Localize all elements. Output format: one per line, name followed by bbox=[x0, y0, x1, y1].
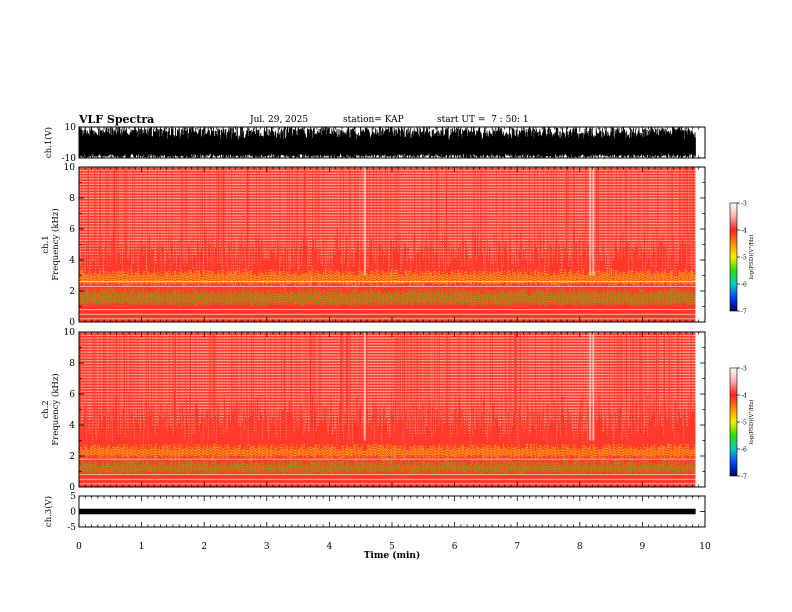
ch1-spectrogram-panel: 0 2 4 6 8 10 ch.1 Frequency (kHz) bbox=[41, 163, 706, 328]
colorbar-ch1: -3 -4 -5 -6 -7 log(PSD)(V²/Hz) bbox=[729, 201, 755, 316]
y-tick-label: 2 bbox=[69, 452, 75, 462]
x-tick-label: 4 bbox=[327, 542, 333, 552]
colorbar-label: log(PSD)(V²/Hz) bbox=[748, 400, 755, 445]
spectrogram-gap bbox=[589, 167, 592, 276]
x-tick-label: 5 bbox=[389, 542, 395, 552]
y-tick-label: 4 bbox=[69, 421, 75, 431]
spectrogram-gap bbox=[592, 332, 595, 441]
spectrogram-speckle bbox=[79, 332, 696, 446]
y-tick-label: 6 bbox=[69, 225, 75, 235]
spectrogram-band bbox=[79, 287, 696, 307]
y-tick-label: 2 bbox=[69, 287, 75, 297]
ch3-waveform-trace bbox=[79, 508, 696, 515]
y-axis-label: ch.1(V) bbox=[43, 127, 54, 158]
x-tick-label: 6 bbox=[452, 542, 458, 552]
y-tick-label: -5 bbox=[67, 523, 76, 533]
y-tick-label: 8 bbox=[69, 359, 75, 369]
colorbar-tick-label: -5 bbox=[741, 420, 747, 427]
spectrogram-band bbox=[79, 269, 696, 287]
colorbar-label: log(PSD)(V²/Hz) bbox=[748, 235, 755, 280]
y-tick-label: 4 bbox=[69, 256, 75, 266]
y-tick-label: 10 bbox=[64, 328, 76, 338]
colorbar-tick-label: -5 bbox=[741, 255, 747, 262]
y-tick-label: -10 bbox=[62, 154, 77, 164]
colorbar-ch2: -3 -4 -5 -6 -7 log(PSD)(V²/Hz) bbox=[729, 366, 755, 481]
y-tick-label: 8 bbox=[69, 194, 75, 204]
time-axis: 0 1 2 3 4 5 6 7 8 9 10 Time (min) bbox=[76, 542, 711, 561]
colorbar-tick-label: -7 bbox=[741, 474, 747, 481]
spectrogram-speckle bbox=[79, 167, 696, 281]
ch1-waveform-trace bbox=[79, 127, 696, 158]
colorbar-tick-label: -7 bbox=[741, 309, 747, 316]
y-tick-label: 6 bbox=[69, 390, 75, 400]
x-tick-label: 0 bbox=[76, 542, 82, 552]
spectrogram-band bbox=[79, 443, 696, 460]
x-tick-label: 1 bbox=[139, 542, 145, 552]
ch3-waveform-panel: 5 0 -5 ch.3(V) bbox=[43, 492, 706, 533]
y-axis-label-frequency: Frequency (kHz) bbox=[50, 373, 61, 445]
y-tick-label: 10 bbox=[64, 163, 76, 173]
colorbar-tick-label: -6 bbox=[741, 447, 747, 454]
x-tick-label: 7 bbox=[514, 542, 520, 552]
colorbar-tick-label: -3 bbox=[741, 201, 747, 208]
y-tick-label: 0 bbox=[69, 318, 75, 328]
colorbar-tick-label: -6 bbox=[741, 282, 747, 289]
y-tick-label: 0 bbox=[69, 483, 75, 493]
spectrogram-band bbox=[79, 459, 696, 475]
y-tick-label: 5 bbox=[70, 492, 76, 502]
y-tick-label: 10 bbox=[65, 123, 77, 133]
ch1-waveform-panel: 10 -10 ch.1(V) bbox=[43, 123, 706, 164]
y-axis-label-frequency: Frequency (kHz) bbox=[50, 208, 61, 280]
start-time-label: start UT = 7 : 50: 1 bbox=[437, 115, 529, 125]
x-tick-label: 10 bbox=[699, 542, 711, 552]
station-label: station= KAP bbox=[343, 115, 404, 125]
x-tick-label: 9 bbox=[640, 542, 646, 552]
date-label: Jul. 29, 2025 bbox=[250, 115, 309, 125]
colorbar-scale bbox=[729, 202, 738, 312]
y-axis-label: ch.3(V) bbox=[43, 496, 54, 527]
colorbar-tick-label: -4 bbox=[741, 393, 747, 400]
x-axis-label: Time (min) bbox=[364, 550, 421, 561]
ch2-spectrogram-panel: 0 2 4 6 8 10 ch.2 Frequency (kHz) bbox=[41, 328, 706, 493]
y-axis-label-channel: ch.2 bbox=[41, 400, 51, 418]
y-tick-label: 0 bbox=[70, 508, 76, 518]
colorbar-tick-label: -4 bbox=[741, 228, 747, 235]
spectrogram-gap bbox=[363, 332, 366, 441]
spectrogram-gap bbox=[589, 332, 592, 441]
spectrogram-gap bbox=[592, 167, 595, 276]
figure-title: VLF Spectra bbox=[79, 113, 155, 126]
x-tick-label: 2 bbox=[201, 542, 207, 552]
x-tick-label: 3 bbox=[264, 542, 270, 552]
colorbar-tick-label: -3 bbox=[741, 366, 747, 373]
spectrogram-gap bbox=[363, 167, 366, 276]
x-tick-label: 8 bbox=[577, 542, 583, 552]
y-axis-label-channel: ch.1 bbox=[41, 235, 51, 253]
colorbar-scale bbox=[729, 367, 738, 477]
